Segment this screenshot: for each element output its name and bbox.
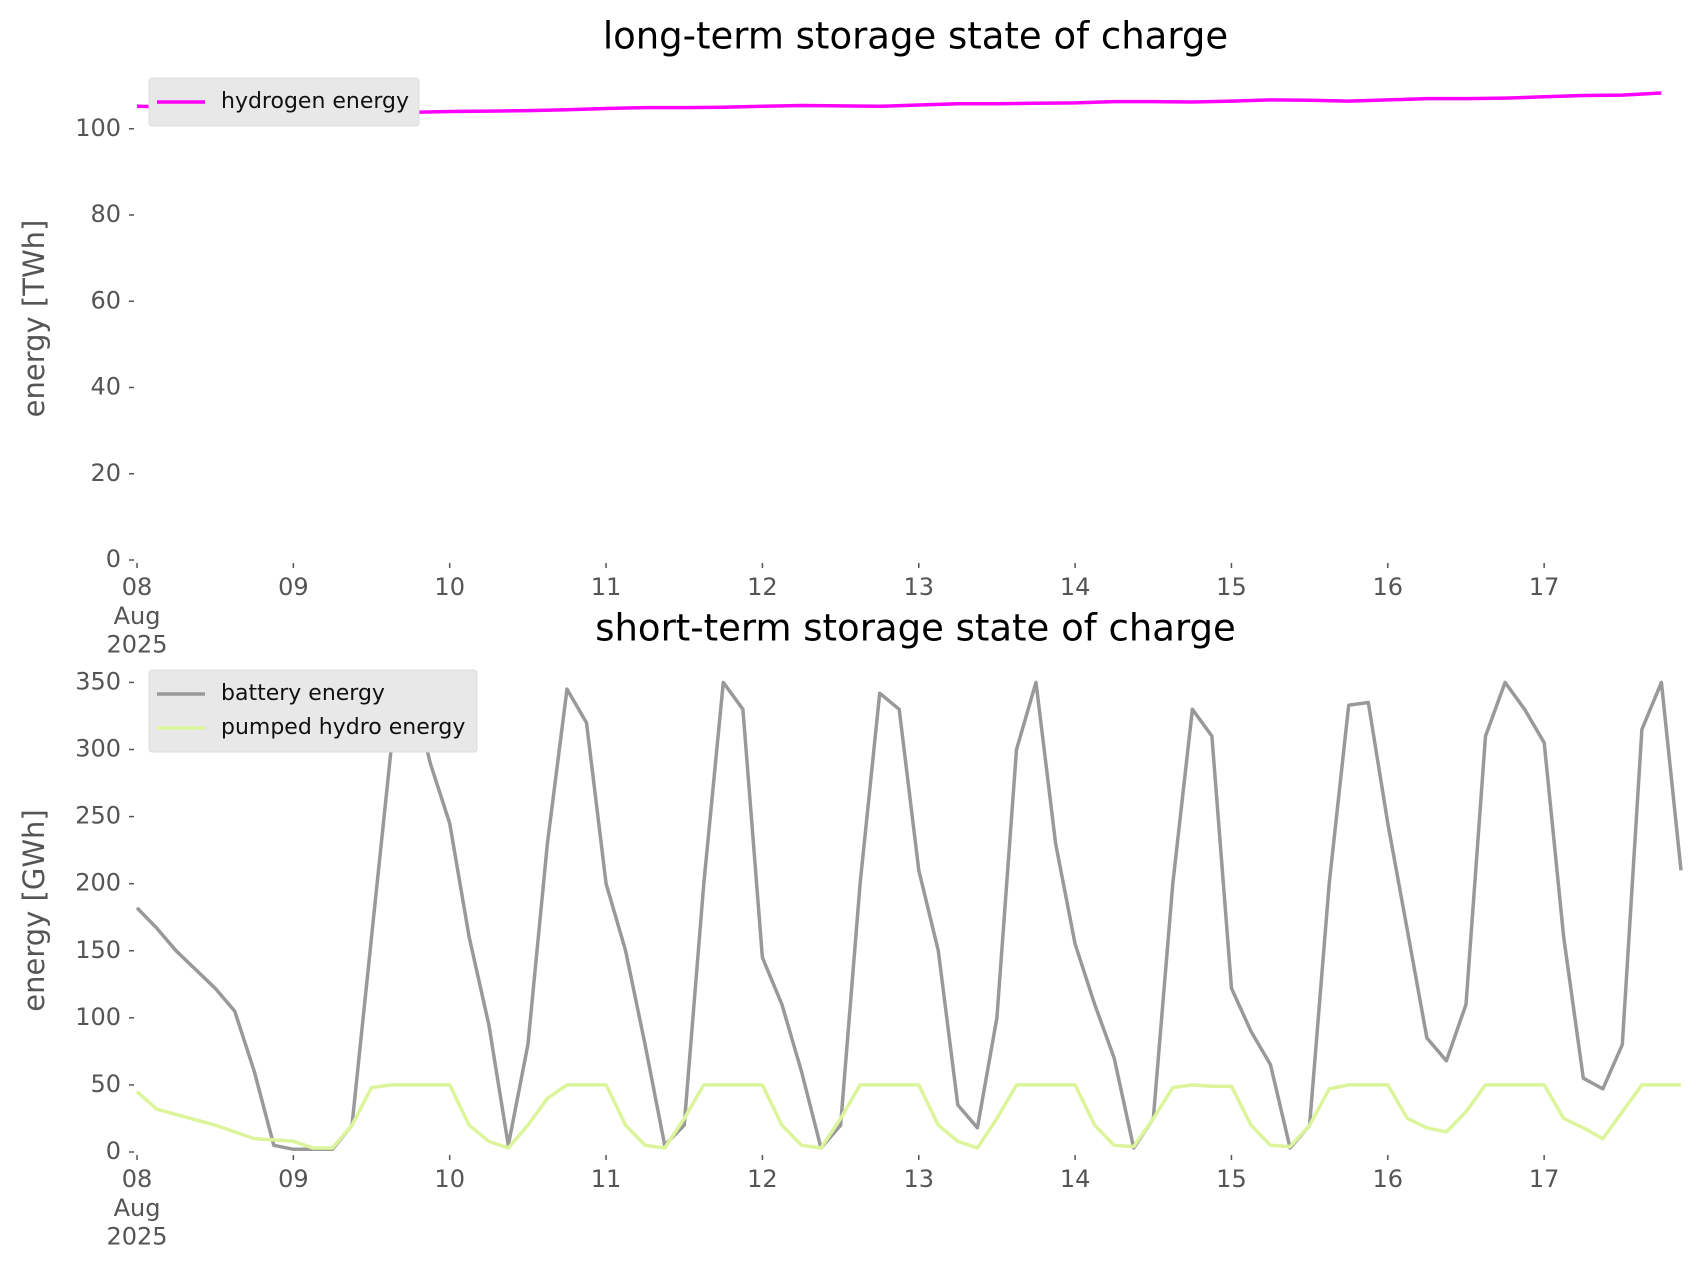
y-tick-label: 0 [106, 1137, 121, 1165]
x-tick-label: 11 [591, 573, 622, 601]
x-tick-label: 17 [1529, 573, 1560, 601]
y-tick-label: 150 [75, 936, 121, 964]
y-tick-label: 200 [75, 869, 121, 897]
x-tick-label: 09 [278, 573, 309, 601]
x-tick-label: 12 [747, 1165, 778, 1193]
legend-label: pumped hydro energy [221, 715, 465, 740]
legend: battery energy pumped hydro energy [148, 669, 478, 753]
y-tick-label: 40 [90, 373, 121, 401]
x-tick-label: 15 [1216, 573, 1247, 601]
legend-label: battery energy [221, 681, 385, 706]
legend-label: hydrogen energy [221, 89, 409, 114]
x-tick-label: 15 [1216, 1165, 1247, 1193]
y-tick-label: 250 [75, 802, 121, 830]
chart-title: short-term storage state of charge [595, 607, 1236, 650]
y-tick-label: 100 [75, 114, 121, 142]
x-tick-label: 12 [747, 573, 778, 601]
x-tick-label: 16 [1373, 1165, 1404, 1193]
x-tick-label: 13 [903, 573, 934, 601]
y-tick-label: 80 [90, 200, 121, 228]
y-tick-label: 50 [90, 1070, 121, 1098]
series-line [135, 1083, 1681, 1150]
x-tick-label: 14 [1060, 573, 1091, 601]
x-tick-label: 10 [434, 1165, 465, 1193]
x-tick-label: 14 [1060, 1165, 1091, 1193]
y-tick-label: 300 [75, 735, 121, 763]
y-tick-label: 0 [106, 545, 121, 573]
y-tick-label: 20 [90, 459, 121, 487]
x-tick-label: 16 [1373, 573, 1404, 601]
legend: hydrogen energy [148, 77, 420, 127]
x-tick-label: 09 [278, 1165, 309, 1193]
y-tick-label: 60 [90, 286, 121, 314]
x-tick-label: 11 [591, 1165, 622, 1193]
y-axis-label: energy [TWh] [17, 220, 51, 418]
x-tick-label: 13 [903, 1165, 934, 1193]
x-tick-label: 08 Aug 2025 [106, 573, 167, 659]
x-tick-label: 17 [1529, 1165, 1560, 1193]
y-tick-label: 350 [75, 667, 121, 695]
y-axis-label: energy [GWh] [17, 809, 51, 1011]
y-tick-label: 100 [75, 1003, 121, 1031]
legend-box [148, 669, 478, 753]
x-tick-label: 08 Aug 2025 [106, 1165, 167, 1251]
legend-box [148, 77, 420, 127]
chart-title: long-term storage state of charge [603, 15, 1228, 58]
x-tick-label: 10 [434, 573, 465, 601]
